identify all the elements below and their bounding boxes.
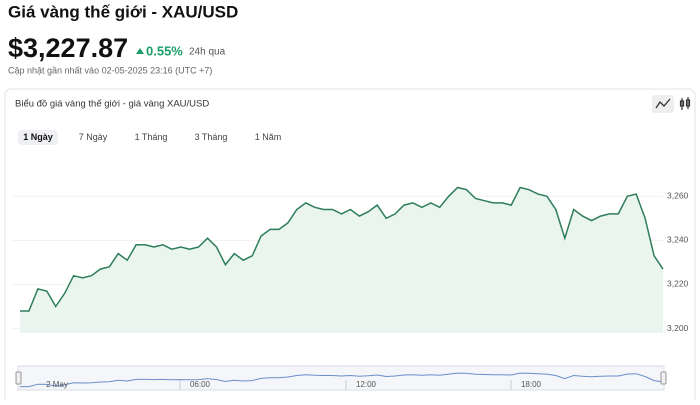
navigator-series — [20, 372, 664, 388]
candle-view-button[interactable] — [679, 97, 691, 110]
y-tick-label: 3,240 — [667, 235, 689, 245]
navigator-label: 06:00 — [190, 380, 211, 389]
range-tab[interactable]: 1 Tháng — [135, 132, 168, 142]
range-tab[interactable]: 1 Năm — [255, 132, 282, 142]
chart-title: Biểu đồ giá vàng thế giới - giá vàng XAU… — [15, 99, 209, 110]
range-tab[interactable]: 1 Ngày — [23, 132, 53, 142]
y-tick-label: 3,260 — [667, 191, 689, 201]
navigator-label: 18:00 — [521, 380, 542, 389]
navigator-label: 12:00 — [356, 380, 377, 389]
price-line — [20, 186, 664, 312]
y-tick-label: 3,200 — [667, 323, 689, 333]
y-tick-label: 3,220 — [667, 279, 689, 289]
range-tab[interactable]: 7 Ngày — [79, 132, 108, 142]
line-icon — [655, 98, 671, 109]
price-change: 0.55% — [146, 43, 183, 58]
line-view-button[interactable] — [652, 95, 674, 113]
range-tab[interactable]: 3 Tháng — [195, 132, 228, 142]
change-period: 24h qua — [189, 47, 226, 58]
page-title: Giá vàng thế giới - XAU/USD — [8, 2, 238, 21]
up-arrow — [136, 48, 144, 54]
active-tab — [18, 130, 58, 145]
navigator-handle-left[interactable] — [15, 371, 22, 385]
navigator-line — [20, 372, 664, 388]
navigator-label: 2 May — [46, 380, 68, 389]
range-tabs: 1 Ngày 7 Ngày 1 Tháng 3 Tháng 1 Năm — [18, 130, 281, 145]
navigator-handle-right[interactable] — [660, 371, 667, 385]
update-time: Cập nhật gần nhất vào 02-05-2025 23:16 (… — [8, 65, 212, 75]
plot: 3,200 3,220 3,240 3,260 — [12, 186, 689, 333]
area-fill — [20, 187, 663, 333]
price: $3,227.87 — [8, 33, 128, 63]
